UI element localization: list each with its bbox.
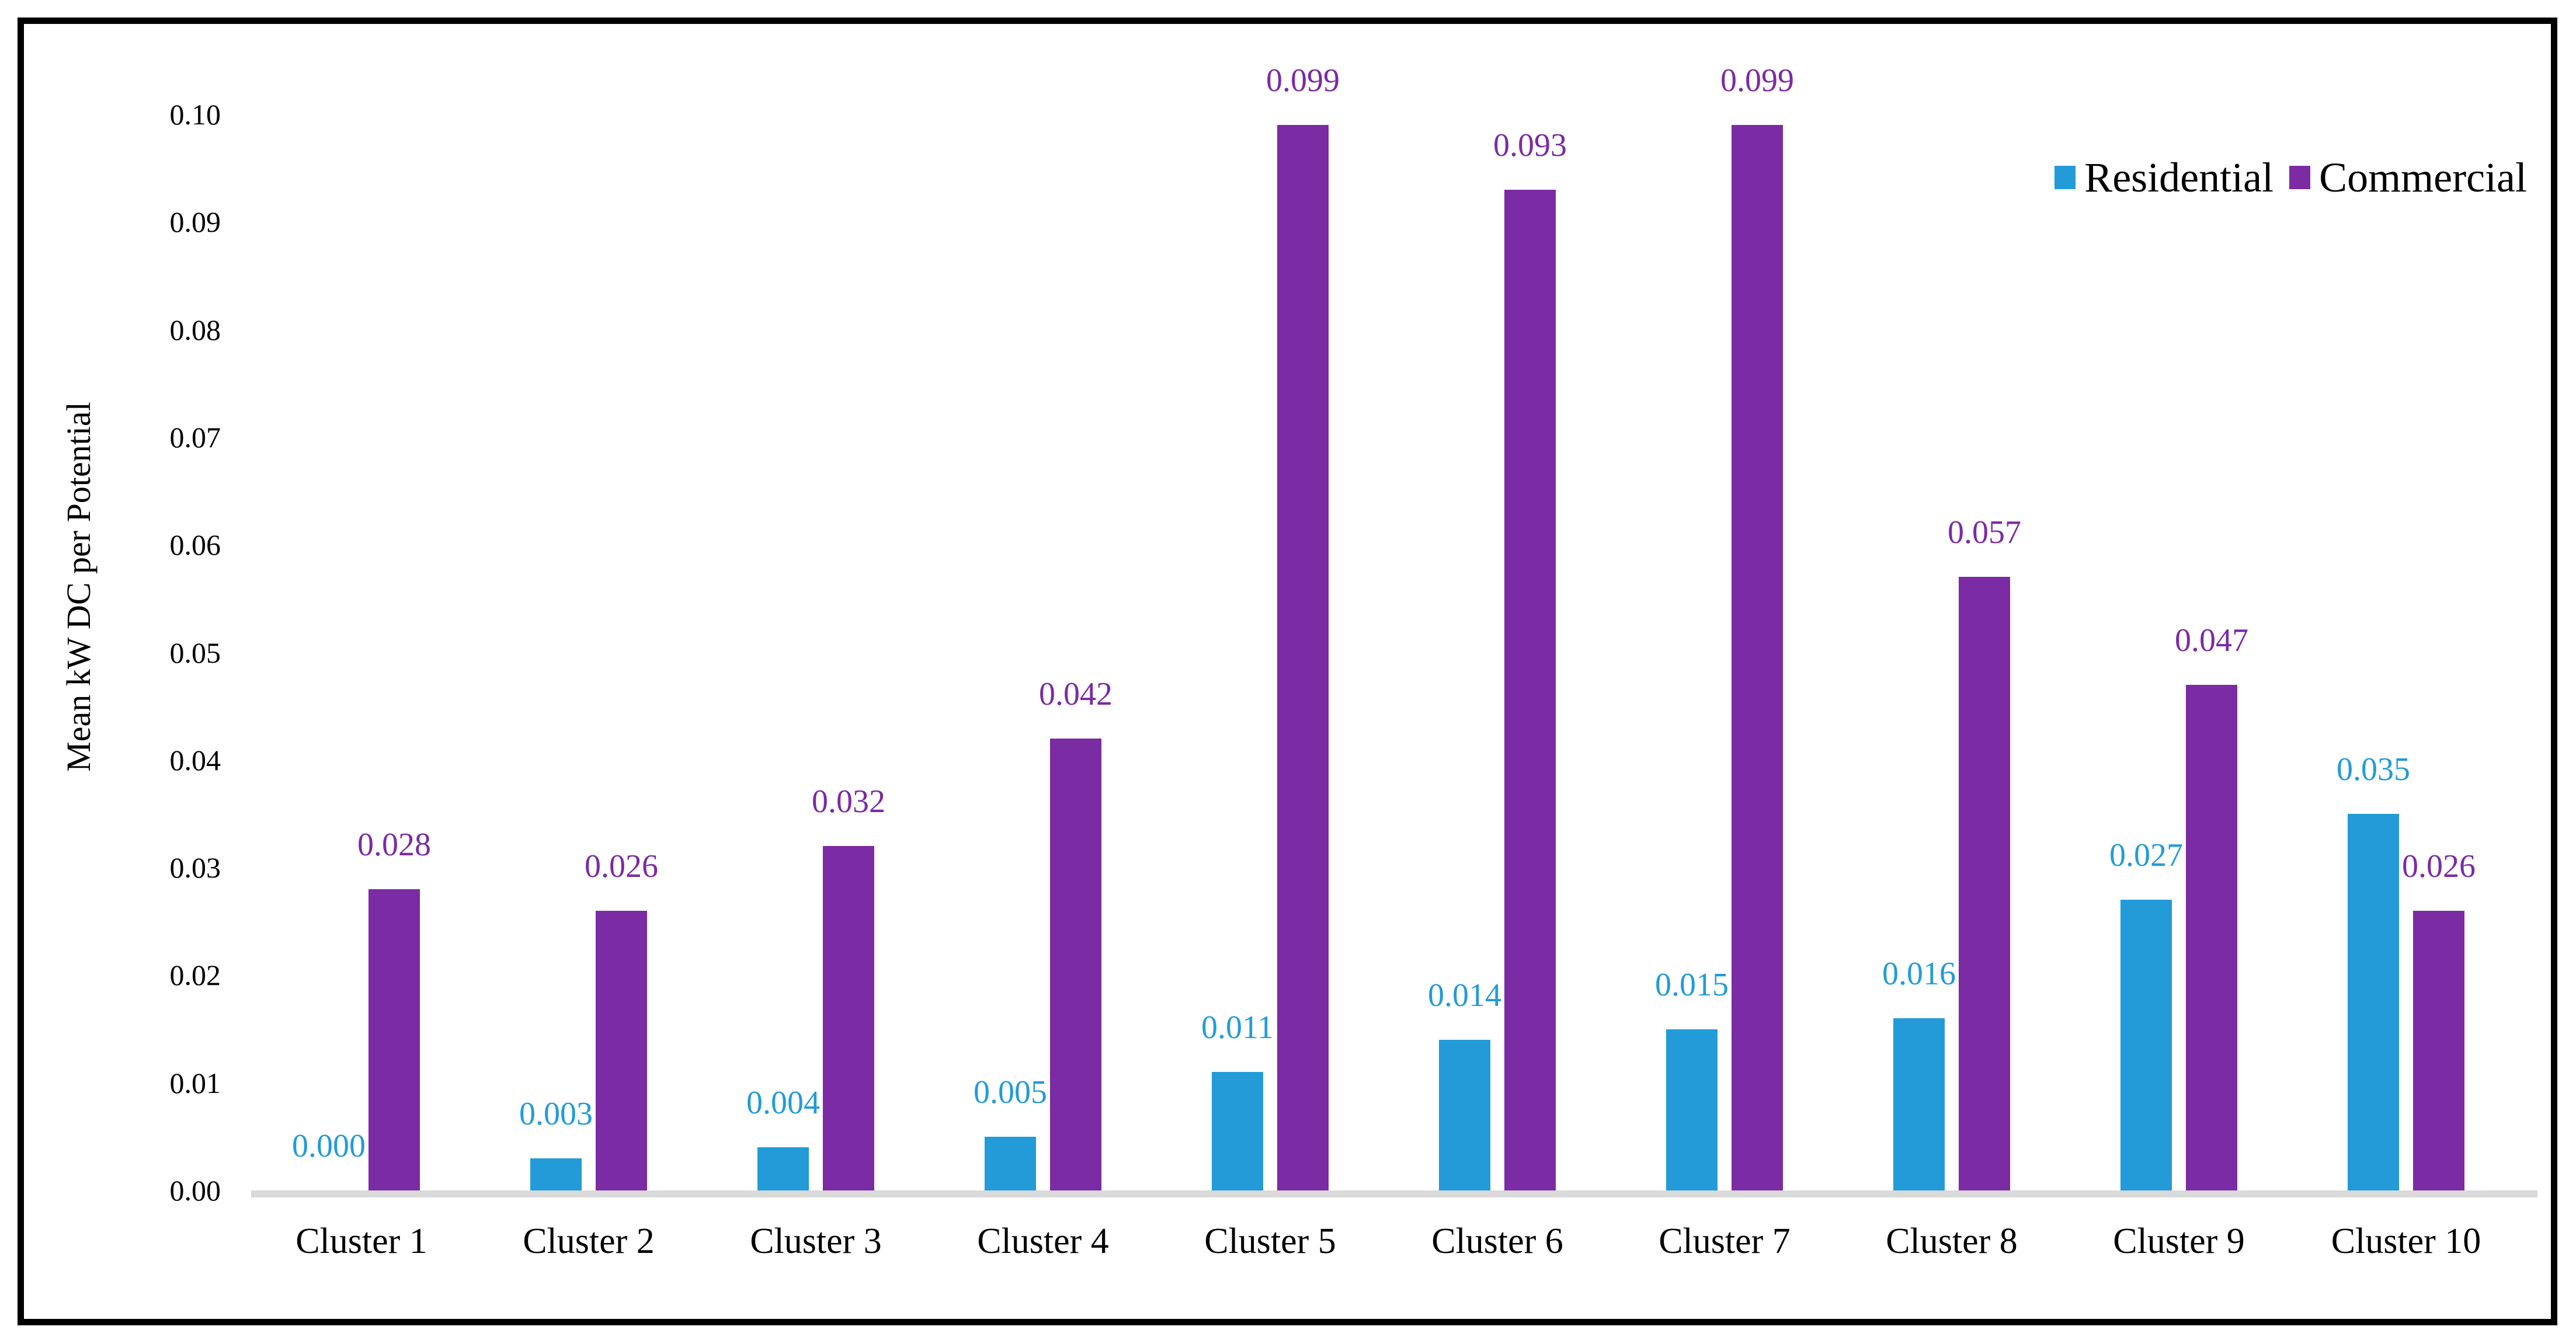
bar-value-label-residential-5: 0.011 bbox=[1201, 1009, 1274, 1046]
bar-value-label-residential-1: 0.000 bbox=[292, 1128, 366, 1164]
bar-commercial-5 bbox=[1277, 125, 1329, 1190]
y-tick-label: 0.08 bbox=[169, 314, 221, 346]
x-axis-label: Cluster 9 bbox=[2113, 1221, 2245, 1261]
y-tick-label: 0.05 bbox=[169, 636, 221, 669]
bar-value-label-residential-7: 0.015 bbox=[1655, 967, 1729, 1003]
bar-value-label-residential-6: 0.014 bbox=[1428, 977, 1501, 1014]
x-axis-label: Cluster 3 bbox=[750, 1221, 882, 1261]
bar-value-label-commercial-10: 0.026 bbox=[2402, 848, 2476, 885]
y-tick-label: 0.04 bbox=[169, 744, 221, 777]
y-tick-label: 0.01 bbox=[169, 1067, 221, 1099]
bar-value-label-commercial-3: 0.032 bbox=[812, 784, 885, 820]
y-tick-label: 0.02 bbox=[169, 959, 221, 991]
bar-value-label-residential-4: 0.005 bbox=[974, 1074, 1047, 1110]
bar-commercial-7 bbox=[1732, 125, 1783, 1190]
bar-value-label-commercial-8: 0.057 bbox=[1948, 514, 2021, 551]
bar-value-label-commercial-1: 0.028 bbox=[357, 827, 431, 863]
bar-value-label-residential-10: 0.035 bbox=[2337, 751, 2410, 788]
bar-residential-4 bbox=[985, 1137, 1036, 1190]
legend-item-residential: Residential bbox=[2054, 155, 2273, 200]
bar-residential-7 bbox=[1666, 1029, 1718, 1190]
x-axis-label: Cluster 6 bbox=[1431, 1221, 1563, 1261]
bar-value-label-residential-9: 0.027 bbox=[2109, 837, 2183, 873]
x-axis-label: Cluster 4 bbox=[977, 1221, 1109, 1261]
x-axis-label: Cluster 5 bbox=[1204, 1221, 1336, 1261]
y-tick-label: 0.00 bbox=[169, 1174, 221, 1207]
bar-value-label-commercial-9: 0.047 bbox=[2175, 622, 2248, 659]
bar-residential-3 bbox=[757, 1147, 809, 1190]
bar-commercial-9 bbox=[2186, 685, 2237, 1190]
bar-commercial-8 bbox=[1959, 577, 2010, 1190]
legend-label-residential: Residential bbox=[2084, 154, 2274, 201]
x-axis-line bbox=[251, 1190, 2537, 1197]
bar-commercial-10 bbox=[2413, 911, 2464, 1190]
y-tick-label: 0.03 bbox=[169, 851, 221, 884]
y-tick-label: 0.07 bbox=[169, 421, 221, 454]
legend: Residential Commercial bbox=[2054, 155, 2527, 200]
legend-item-commercial: Commercial bbox=[2289, 155, 2527, 200]
bar-commercial-4 bbox=[1050, 739, 1101, 1190]
y-tick-label: 0.10 bbox=[169, 98, 221, 131]
legend-swatch-commercial-icon bbox=[2289, 166, 2311, 189]
bar-residential-6 bbox=[1439, 1040, 1490, 1190]
bar-value-label-residential-3: 0.004 bbox=[746, 1085, 820, 1121]
bar-value-label-commercial-5: 0.099 bbox=[1266, 62, 1340, 99]
legend-label-commercial: Commercial bbox=[2319, 154, 2527, 201]
bar-value-label-residential-8: 0.016 bbox=[1882, 956, 1956, 992]
bar-residential-10 bbox=[2348, 814, 2399, 1190]
y-tick-label: 0.06 bbox=[169, 528, 221, 561]
bar-value-label-commercial-4: 0.042 bbox=[1039, 676, 1113, 712]
bar-value-label-residential-2: 0.003 bbox=[519, 1096, 593, 1132]
bar-residential-9 bbox=[2120, 900, 2172, 1190]
figure-border bbox=[18, 18, 2557, 1325]
x-axis-label: Cluster 10 bbox=[2331, 1221, 2481, 1261]
bar-residential-5 bbox=[1212, 1072, 1263, 1190]
y-tick-label: 0.09 bbox=[169, 206, 221, 238]
x-axis-label: Cluster 2 bbox=[523, 1221, 655, 1261]
x-axis-label: Cluster 1 bbox=[296, 1221, 427, 1261]
bar-value-label-commercial-6: 0.093 bbox=[1493, 127, 1567, 163]
bar-commercial-3 bbox=[823, 846, 874, 1190]
x-axis-label: Cluster 7 bbox=[1659, 1221, 1791, 1261]
bar-residential-2 bbox=[530, 1158, 582, 1190]
bar-commercial-6 bbox=[1504, 190, 1556, 1190]
legend-swatch-residential-icon bbox=[2054, 166, 2076, 189]
bar-residential-8 bbox=[1893, 1018, 1945, 1190]
bar-commercial-2 bbox=[596, 911, 647, 1190]
x-axis-label: Cluster 8 bbox=[1886, 1221, 2018, 1261]
bar-value-label-commercial-7: 0.099 bbox=[1720, 62, 1794, 99]
bar-commercial-1 bbox=[369, 889, 420, 1190]
bar-value-label-commercial-2: 0.026 bbox=[585, 848, 658, 885]
